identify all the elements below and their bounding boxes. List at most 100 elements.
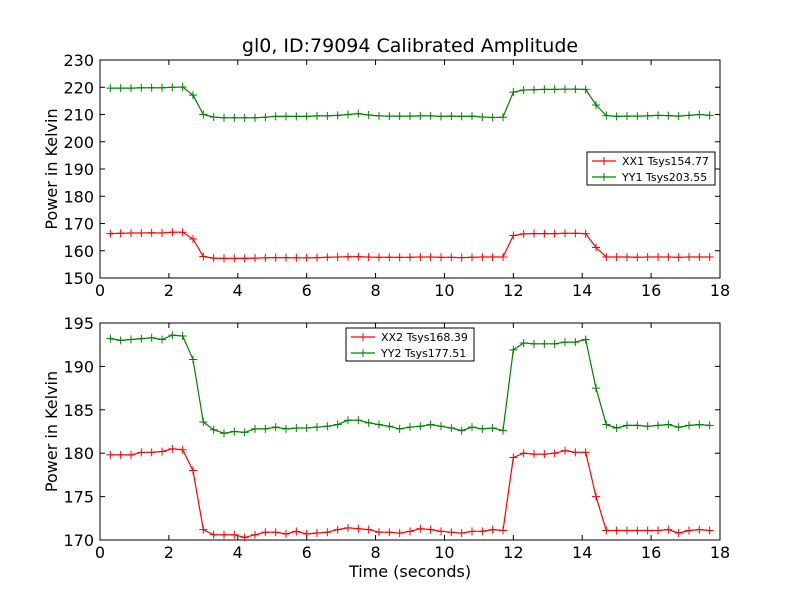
- data-point: [674, 423, 683, 432]
- data-point: [106, 450, 115, 459]
- data-point: [571, 85, 580, 94]
- data-point: [499, 426, 507, 435]
- data-point: [695, 110, 704, 119]
- chart-panel-2: 0 2 4 6 8 10 12 14 16 18 170 175 180 185 190 195 Time (s…: [42, 314, 730, 581]
- data-point: [344, 110, 352, 119]
- data-point: [581, 85, 590, 94]
- data-point: [261, 253, 270, 262]
- y-tick-label: 195: [63, 314, 94, 333]
- data-point: [468, 112, 476, 121]
- data-point: [189, 466, 197, 475]
- data-point: [147, 448, 156, 457]
- data-point: [437, 527, 445, 536]
- y-tick-label: 180: [63, 187, 94, 206]
- data-point: [116, 229, 125, 238]
- x-tick-label: 10: [434, 543, 454, 562]
- data-point: [127, 84, 135, 93]
- data-point: [271, 253, 280, 262]
- x-tick-label: 8: [370, 543, 380, 562]
- data-point: [313, 529, 321, 538]
- data-point: [519, 85, 528, 94]
- data-point: [695, 253, 704, 262]
- data-point: [240, 254, 249, 263]
- data-point: [437, 253, 445, 262]
- data-point: [509, 231, 518, 240]
- data-point: [457, 253, 466, 262]
- data-point: [416, 524, 425, 533]
- data-point: [178, 332, 187, 341]
- data-point: [344, 416, 352, 425]
- data-point: [282, 424, 290, 433]
- data-point: [230, 530, 239, 539]
- data-point: [116, 336, 125, 345]
- data-point: [447, 253, 456, 262]
- chart-title: gl0, ID:79094 Calibrated Amplitude: [242, 35, 578, 57]
- data-point: [612, 112, 621, 121]
- data-point: [519, 449, 528, 458]
- y-tick-label: 230: [63, 51, 94, 70]
- data-point: [375, 528, 383, 537]
- data-point: [282, 253, 290, 262]
- data-point: [220, 113, 228, 122]
- data-point: [571, 448, 580, 457]
- data-point: [261, 113, 270, 122]
- data-point: [581, 448, 590, 457]
- data-point: [220, 429, 228, 438]
- data-point: [654, 111, 662, 120]
- data-point: [633, 421, 642, 430]
- data-point: [437, 422, 445, 431]
- data-point: [209, 112, 218, 121]
- data-point: [519, 229, 528, 238]
- legend-entry-label: YY1 Tsys203.55: [621, 171, 707, 184]
- data-point: [499, 526, 507, 535]
- data-point: [437, 112, 445, 121]
- y-tick-label: 150: [63, 269, 94, 288]
- data-point: [581, 335, 590, 344]
- data-point: [509, 453, 518, 462]
- x-tick-label: 16: [641, 543, 661, 562]
- data-point: [457, 112, 466, 121]
- data-point: [127, 450, 135, 459]
- data-point: [168, 83, 177, 92]
- data-point: [313, 111, 321, 120]
- data-point: [354, 524, 363, 533]
- data-point: [375, 111, 383, 120]
- data-point: [406, 527, 414, 536]
- data-point: [499, 113, 507, 122]
- data-point: [488, 253, 497, 262]
- x-tick-label: 6: [302, 281, 312, 300]
- legend: XX2 Tsys168.39 YY2 Tsys177.51: [345, 327, 475, 362]
- legend-entry-label: XX1 Tsys154.77: [622, 155, 709, 168]
- data-point: [313, 423, 321, 432]
- data-point: [302, 112, 311, 121]
- x-tick-label: 4: [233, 543, 243, 562]
- data-point: [333, 525, 342, 534]
- data-point: [468, 253, 476, 262]
- data-point: [147, 333, 156, 342]
- data-point: [395, 112, 404, 121]
- data-point: [406, 112, 414, 121]
- x-axis-label: Time (seconds): [348, 562, 471, 581]
- data-point: [333, 420, 342, 429]
- y-axis-label: Power in Kelvin: [42, 108, 61, 229]
- data-point: [643, 526, 652, 535]
- data-point: [705, 421, 714, 430]
- data-point: [664, 420, 673, 429]
- data-point: [178, 445, 187, 454]
- data-point: [127, 335, 135, 344]
- y-axis-label: Power in Kelvin: [42, 371, 61, 492]
- data-point: [664, 111, 673, 120]
- data-point: [426, 111, 435, 120]
- data-point: [375, 253, 383, 262]
- data-point: [137, 229, 146, 238]
- data-point: [550, 229, 559, 238]
- data-point: [540, 229, 549, 238]
- data-point: [561, 229, 569, 238]
- data-point: [447, 424, 456, 433]
- data-point: [664, 253, 673, 262]
- data-point: [457, 529, 466, 538]
- data-point: [468, 527, 476, 536]
- data-point: [282, 529, 290, 538]
- data-point: [220, 254, 228, 263]
